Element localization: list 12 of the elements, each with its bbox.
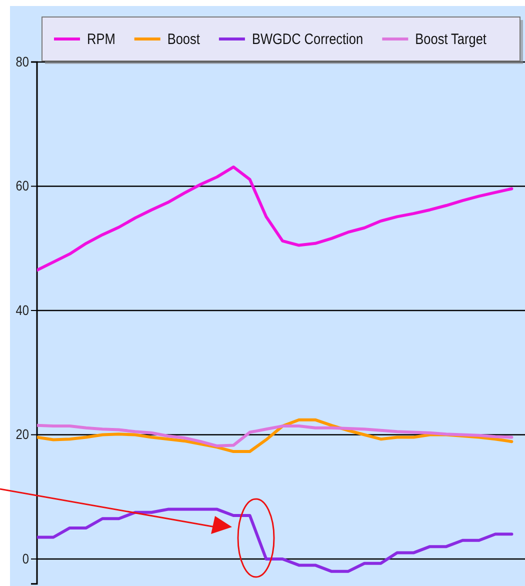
y-tick-label: 0 [22,550,29,567]
line-series [37,424,514,448]
legend-label: RPM [87,30,116,48]
y-tick-label: 20 [16,426,29,442]
legend-label: BWGDC Correction [252,30,364,48]
legend-label: Boost [167,30,200,48]
y-tick-label: 60 [16,178,29,194]
y-tick-label: 80 [16,54,29,70]
y-tick-label: 40 [16,302,29,318]
legend-label: Boost Target [415,30,487,48]
line-series [37,165,514,272]
line-series [37,508,514,573]
